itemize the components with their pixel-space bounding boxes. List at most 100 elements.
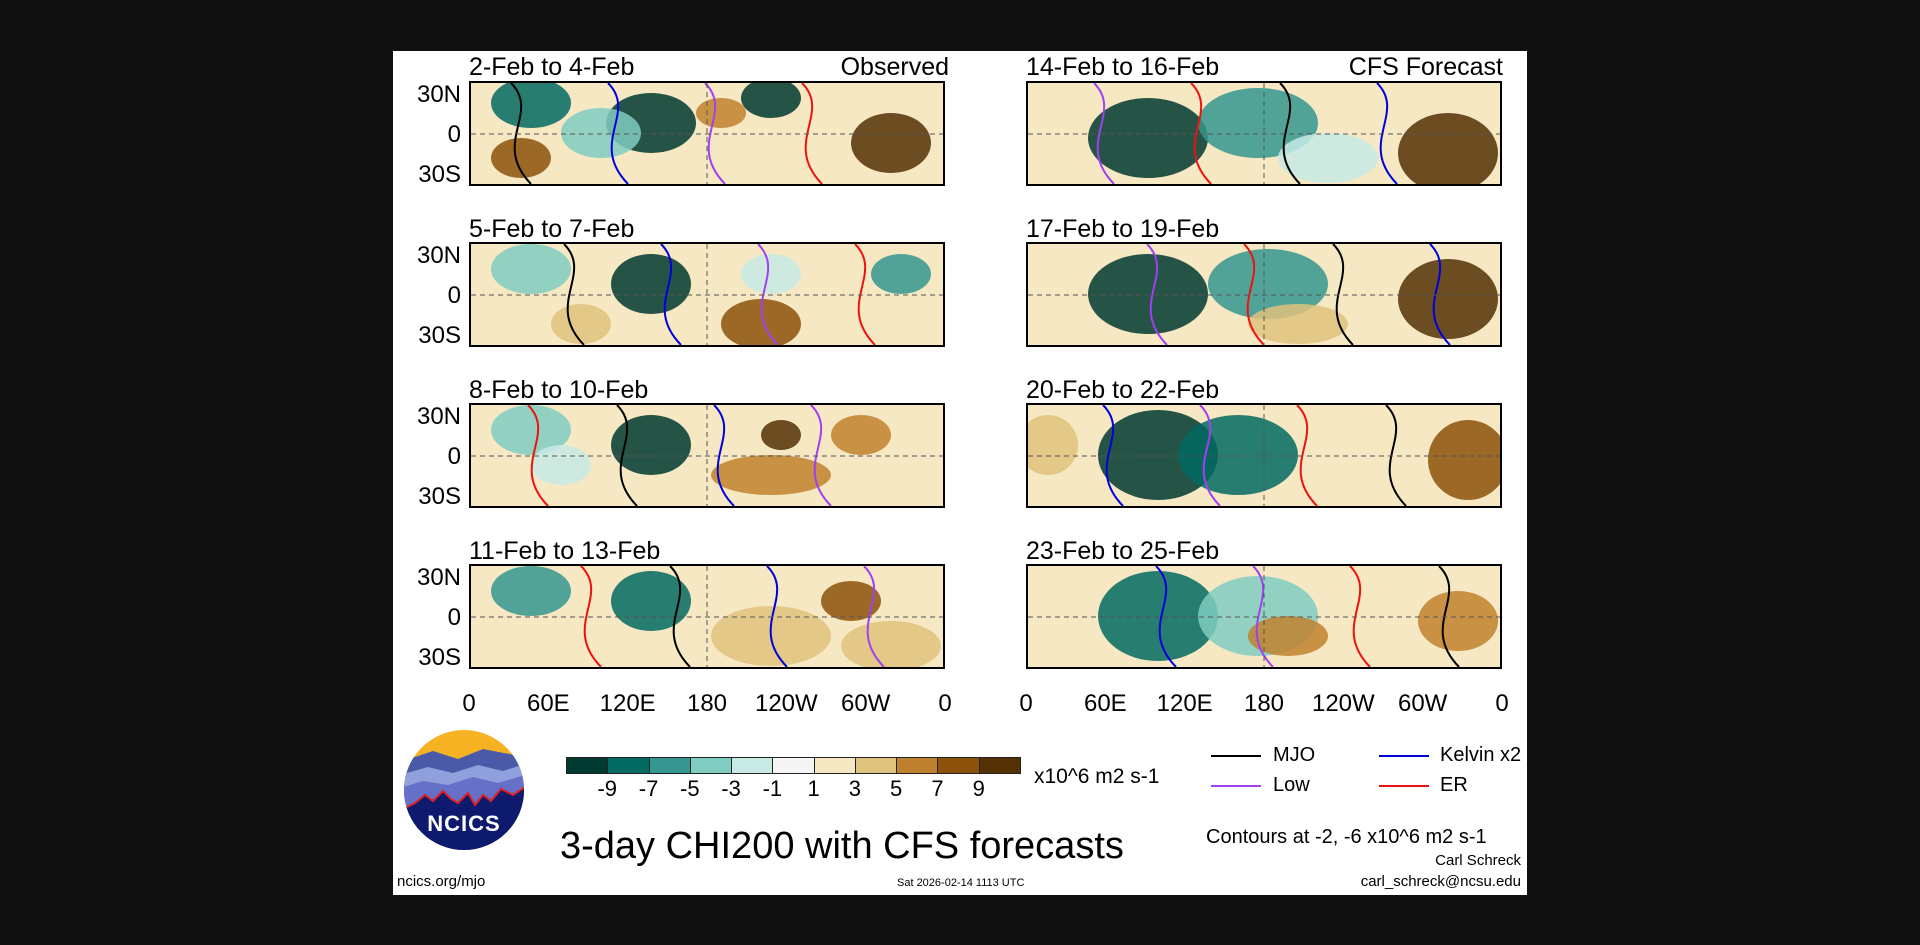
y-tick-label: 30S	[418, 322, 461, 349]
legend-mjo-line	[1211, 755, 1261, 757]
x-tick-label: 120E	[599, 690, 656, 717]
y-tick-label: 0	[447, 282, 461, 309]
observed-map-2	[469, 242, 945, 347]
chi-shading	[1028, 415, 1078, 475]
colorbar-swatch	[937, 757, 980, 774]
chi-shading	[531, 445, 591, 485]
map-field	[1028, 83, 1500, 184]
chi-shading	[611, 254, 691, 314]
wave-contour	[1093, 83, 1115, 184]
map-field	[1028, 244, 1500, 345]
x-tick-label: 60E	[526, 690, 570, 717]
colorbar	[566, 757, 1021, 774]
colorbar-swatch	[648, 757, 691, 774]
x-tick-label: 0	[1019, 690, 1033, 717]
forecast-panel-3-title: 20-Feb to 22-Feb	[1026, 376, 1220, 404]
chi-shading	[491, 138, 551, 178]
chi-shading	[741, 83, 801, 118]
chi-shading	[871, 254, 931, 294]
colorbar-swatch	[978, 757, 1021, 774]
colorbar-label: -3	[721, 776, 741, 801]
wave-contour	[607, 83, 629, 184]
map-field	[1028, 405, 1500, 506]
chi-shading	[491, 244, 571, 294]
chi-shading	[711, 455, 831, 495]
colorbar-units: x10^6 m2 s-1	[1034, 765, 1160, 788]
x-tick-label: 60W	[840, 690, 891, 717]
x-tick-label: 60E	[1083, 690, 1127, 717]
y-tick-label: 30N	[416, 81, 461, 108]
legend-kelvin-label: Kelvin x2	[1440, 744, 1522, 766]
colorbar-label: -7	[638, 776, 659, 801]
chi-shading	[831, 415, 891, 455]
wave-contour	[1429, 244, 1451, 345]
wave-contour	[660, 244, 682, 345]
observed-panel-2-title: 5-Feb to 7-Feb	[469, 215, 635, 243]
colorbar-label: 3	[848, 776, 862, 801]
wave-contour	[1349, 566, 1371, 667]
observed-map-3	[469, 403, 945, 508]
x-tick-label: 60W	[1397, 690, 1448, 717]
wave-contour	[1296, 405, 1318, 506]
colorbar-label: 1	[807, 776, 820, 801]
timestamp: Sat 2026-02-14 1113 UTC	[897, 877, 1025, 889]
colorbar-swatch	[731, 757, 774, 774]
map-field	[471, 244, 943, 345]
wave-contour	[1385, 405, 1407, 506]
wave-contour	[527, 405, 549, 506]
x-tick-label: 120W	[1311, 690, 1375, 717]
forecast-map-2	[1026, 242, 1502, 347]
chi-shading	[761, 420, 801, 450]
contours-note: Contours at -2, -6 x10^6 m2 s-1	[1206, 826, 1487, 848]
observed-panel-1-title: 2-Feb to 4-Feb	[469, 53, 635, 81]
colorbar-swatch	[854, 757, 898, 774]
wave-contour	[580, 566, 602, 667]
x-tick-label: 180	[1243, 690, 1285, 717]
legend-low-line	[1211, 785, 1261, 787]
y-tick-label: 30N	[416, 564, 461, 591]
wave-contour	[510, 83, 532, 184]
chi-shading	[1088, 254, 1208, 334]
chi-shading	[491, 83, 571, 128]
legend-er-line	[1379, 785, 1429, 787]
chi-shading	[821, 581, 881, 621]
colorbar-label: -1	[762, 776, 783, 801]
forecast-panel-2-title: 17-Feb to 19-Feb	[1026, 215, 1220, 243]
wave-contour	[1155, 566, 1177, 667]
colorbar-label: -9	[597, 776, 618, 801]
colorbar-swatch	[689, 757, 733, 774]
colorbar-label: 5	[890, 776, 903, 801]
chi-shading	[1248, 304, 1348, 344]
wave-contour	[863, 566, 885, 667]
colorbar-swatch	[607, 757, 650, 774]
legend-mjo-label: MJO	[1273, 744, 1316, 766]
chi-shading	[561, 108, 641, 158]
chi-shading	[1198, 88, 1318, 158]
chi-shading	[696, 98, 746, 128]
chi-shading	[1208, 249, 1328, 319]
chi-shading	[1178, 415, 1298, 495]
x-tick-label: 0	[1495, 690, 1509, 717]
wave-contour	[1438, 566, 1460, 667]
website-link[interactable]: ncics.org/mjo	[397, 873, 486, 890]
wave-contour	[757, 244, 779, 345]
y-tick-label: 30N	[416, 403, 461, 430]
forecast-label: CFS Forecast	[1348, 53, 1503, 81]
logo-text: NCICS	[427, 811, 501, 836]
figure-title: 3-day CHI200 with CFS forecasts	[560, 825, 1124, 867]
chi-shading	[551, 304, 611, 344]
wave-contour	[1102, 405, 1124, 506]
chi-shading	[1428, 420, 1500, 500]
chi-shading	[1098, 410, 1218, 500]
forecast-map-1	[1026, 81, 1502, 186]
y-tick-label: 0	[447, 443, 461, 470]
y-tick-label: 30S	[418, 644, 461, 671]
forecast-map-4	[1026, 564, 1502, 669]
y-tick-label: 0	[447, 121, 461, 148]
map-field	[471, 83, 943, 184]
chi-shading	[741, 254, 801, 294]
wave-contour	[1243, 244, 1265, 345]
email-link[interactable]: carl_schreck@ncsu.edu	[1360, 873, 1521, 890]
y-tick-label: 0	[447, 604, 461, 631]
legend-kelvin-line	[1379, 755, 1429, 757]
